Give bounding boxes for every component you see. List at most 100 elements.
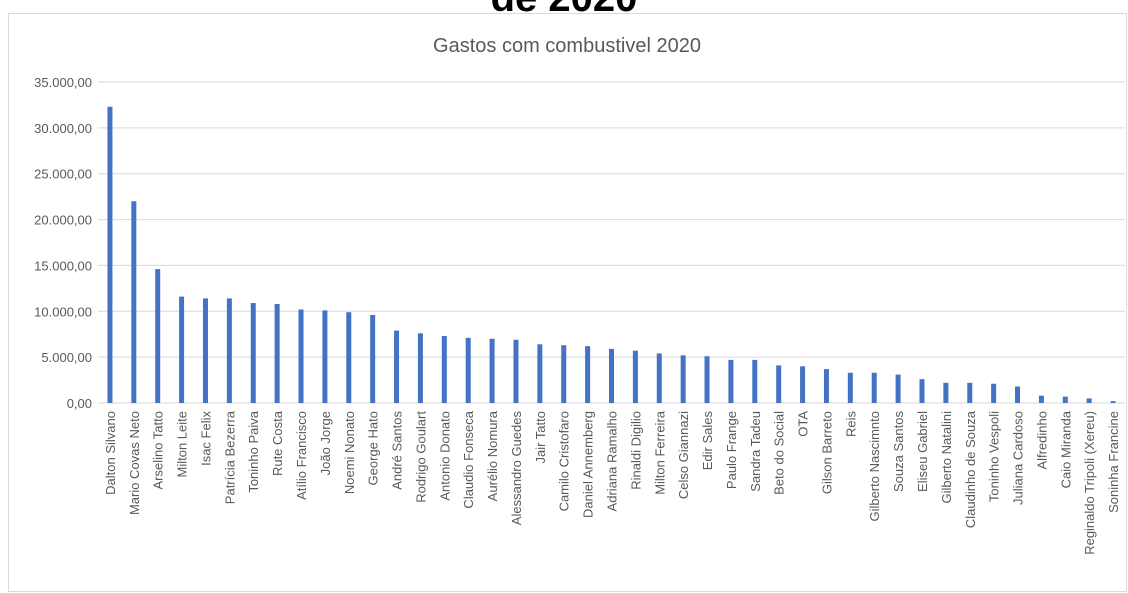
x-tick-label: Arselino Tatto — [151, 411, 166, 490]
bar — [107, 106, 113, 404]
bar — [919, 379, 925, 403]
bars — [107, 106, 1116, 404]
bar — [417, 333, 423, 403]
bar — [1062, 396, 1068, 403]
x-tick-label: Rute Costa — [270, 410, 285, 476]
x-tick-label: Rinaldi Digilio — [628, 411, 643, 490]
bar — [1110, 401, 1116, 403]
y-tick-label: 10.000,00 — [34, 304, 92, 319]
bar — [274, 303, 280, 403]
x-tick-label: Claudinho de Souza — [963, 410, 978, 528]
bar — [441, 336, 447, 403]
x-tick-label: João Jorge — [318, 411, 333, 475]
x-tick-label: Jair Tatto — [533, 411, 548, 464]
x-tick-label: Rodrigo Goulart — [413, 411, 428, 503]
y-tick-label: 35.000,00 — [34, 75, 92, 90]
bar — [632, 350, 638, 403]
x-tick-label: Noemi Nonato — [342, 411, 357, 494]
chart-frame — [8, 13, 1127, 592]
y-tick-label: 20.000,00 — [34, 213, 92, 228]
x-tick-label: Alessandro Guedes — [509, 411, 524, 526]
bar — [370, 314, 376, 403]
x-tick-label: Mario Covas Neto — [127, 411, 142, 515]
bar — [704, 356, 710, 403]
bar — [680, 355, 686, 403]
bar — [489, 338, 495, 403]
x-tick-label: George Hato — [366, 411, 381, 485]
x-tick-label: Juliana Cardoso — [1011, 411, 1026, 505]
x-tick-label: Eliseu Gabriel — [915, 411, 930, 492]
x-tick-label: Milton Ferreira — [652, 410, 667, 495]
y-tick-label: 0,00 — [67, 396, 92, 411]
bar — [609, 348, 614, 403]
bar — [800, 366, 806, 403]
x-axis-ticks: Dalton Silvano Mario Covas Neto Arselino T… — [103, 410, 1121, 555]
bar — [991, 383, 997, 403]
bar — [728, 359, 734, 403]
bar — [537, 344, 543, 403]
y-tick-label: 25.000,00 — [34, 167, 92, 182]
bar — [752, 359, 758, 403]
x-tick-label: Alfredinho — [1034, 411, 1049, 470]
bar — [513, 339, 519, 403]
bar — [131, 201, 137, 403]
y-tick-label: 5.000,00 — [41, 350, 92, 365]
bar — [967, 382, 973, 403]
x-tick-label: Isac Felix — [198, 411, 213, 466]
bar — [847, 372, 853, 403]
bar — [202, 298, 208, 403]
x-tick-label: Daniel Annemberg — [581, 411, 596, 518]
y-tick-label: 30.000,00 — [34, 121, 92, 136]
x-tick-label: Gilberto Nascimnto — [867, 411, 882, 522]
x-tick-label: Reginaldo Tripoli (Xereu) — [1082, 411, 1097, 555]
x-tick-label: Toninho Vespoli — [987, 411, 1002, 502]
x-tick-label: Milton Leite — [175, 411, 190, 477]
bar — [465, 337, 471, 403]
gridlines — [98, 81, 1125, 404]
bar — [1038, 395, 1044, 403]
bar — [322, 310, 328, 403]
x-tick-label: Paulo Frange — [724, 411, 739, 489]
bar — [776, 365, 782, 403]
bar — [394, 330, 400, 403]
x-tick-label: Claudio Fonseca — [461, 410, 476, 508]
x-tick-label: Edir Sales — [700, 411, 715, 471]
x-tick-label: Sandra Tadeu — [748, 411, 763, 492]
bar — [250, 303, 256, 403]
bar — [656, 353, 662, 403]
x-tick-label: Patrícia Bezerra — [222, 410, 237, 504]
x-tick-label: Beto do Social — [772, 411, 787, 495]
x-tick-label: Reis — [843, 411, 858, 438]
x-tick-label: Atílio Francisco — [294, 411, 309, 500]
x-tick-label: Soninha Francine — [1106, 411, 1121, 513]
x-tick-label: Dalton Silvano — [103, 411, 118, 495]
x-tick-label: André Santos — [390, 411, 405, 490]
x-tick-label: Souza Santos — [891, 411, 906, 492]
y-axis-ticks: 0,00 5.000,00 10.000,00 15.000,00 20.000,00 2… — [34, 75, 92, 411]
bar — [1015, 386, 1021, 403]
x-tick-label: Gilberto Natalini — [939, 411, 954, 504]
y-tick-label: 15.000,00 — [34, 258, 92, 273]
bar — [561, 345, 567, 403]
x-tick-label: Aurélio Nomura — [485, 410, 500, 501]
bar — [1086, 398, 1092, 403]
bar — [871, 372, 877, 403]
x-tick-label: Caio Miranda — [1058, 410, 1073, 488]
x-tick-label: OTA — [796, 411, 811, 437]
bar — [298, 309, 304, 403]
bar — [155, 269, 161, 403]
x-tick-label: Toninho Paiva — [246, 410, 261, 492]
x-tick-label: Celso Giannazi — [676, 411, 691, 499]
bar — [943, 382, 949, 403]
x-tick-label: Antonio Donato — [437, 411, 452, 501]
bar — [226, 298, 232, 403]
chart-title: Gastos com combustivel 2020 — [433, 35, 701, 57]
bar — [823, 369, 829, 403]
x-tick-label: Adriana Ramalho — [605, 411, 620, 511]
bar — [179, 296, 185, 403]
x-tick-label: Gilson Barreto — [819, 411, 834, 494]
x-tick-label: Camilo Cristofaro — [557, 411, 572, 511]
bar — [585, 346, 591, 403]
bar — [346, 312, 352, 403]
